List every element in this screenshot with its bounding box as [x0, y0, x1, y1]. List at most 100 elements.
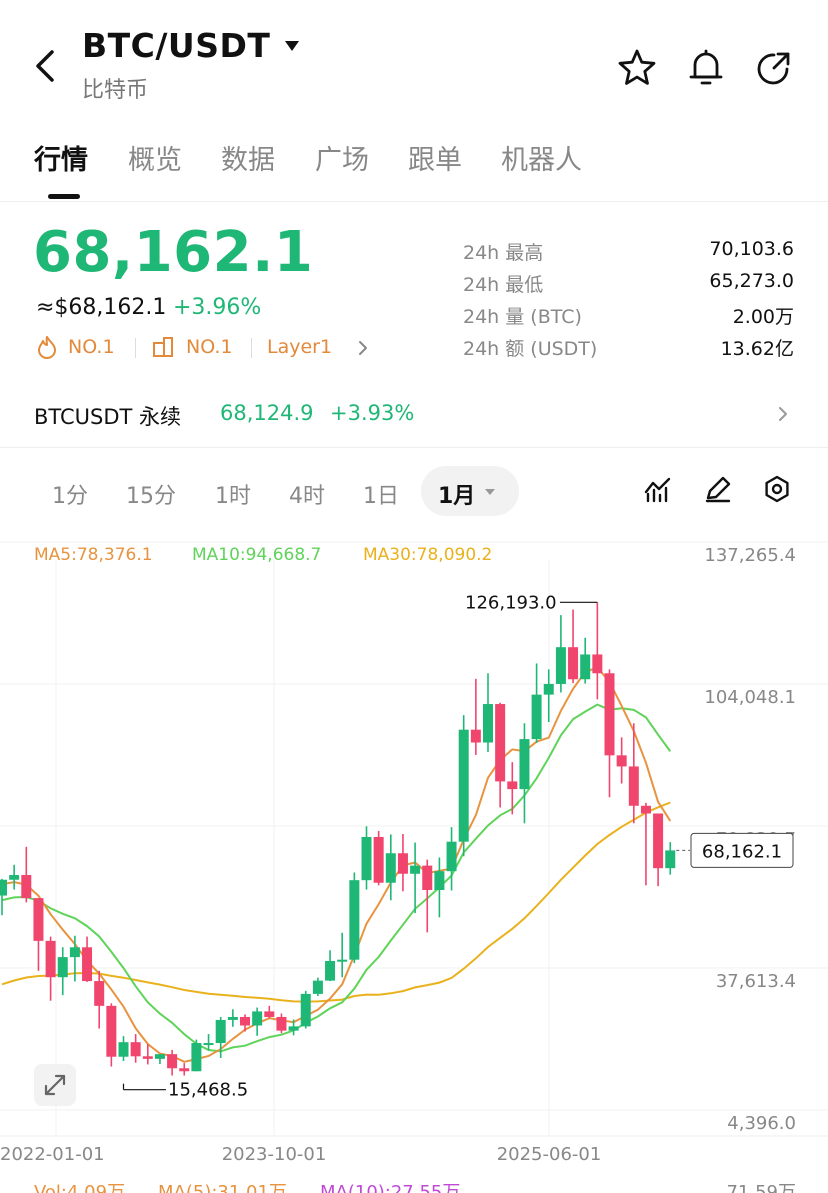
last-price-box: [690, 832, 794, 868]
candle-down: [45, 940, 56, 978]
expand-icon: [44, 1074, 66, 1096]
stat-volume-label: 24h 量 (BTC): [463, 306, 582, 328]
candle-up: [118, 1042, 129, 1057]
ma10-legend: MA10:94,668.7: [192, 545, 322, 565]
ma10-line: [1, 703, 672, 1053]
tag-separator: [251, 338, 252, 358]
candle-down: [106, 1005, 117, 1057]
candle-down: [628, 766, 639, 806]
candle-down: [276, 1016, 287, 1031]
timeframe-15m[interactable]: 15分: [126, 484, 176, 509]
chevron-right-icon[interactable]: [356, 338, 370, 358]
chevron-right-icon[interactable]: [776, 404, 790, 424]
y-tick-label: 104,048.1: [704, 687, 796, 708]
timeframe-4h[interactable]: 4时: [289, 484, 325, 509]
candle-up: [69, 947, 80, 958]
section-divider: [0, 447, 828, 448]
candle-up: [191, 1043, 202, 1072]
tag-rank-hot[interactable]: NO.1: [68, 336, 115, 358]
candle-down: [264, 1011, 275, 1017]
stat-high-label: 24h 最高: [463, 242, 544, 264]
volume-ma10-legend: MA(10):27.55万: [320, 1182, 460, 1193]
stat-high-value: 70,103.6: [709, 238, 794, 260]
candle-up: [410, 865, 421, 874]
candle-up: [325, 960, 336, 981]
candle-down: [94, 981, 105, 1006]
timeframe-1m[interactable]: 1分: [52, 484, 88, 509]
last-price-tag: 68,162.1: [702, 841, 782, 862]
candle-down: [33, 898, 44, 941]
candle-down: [130, 1042, 141, 1057]
candle-down: [167, 1054, 178, 1069]
back-arrow-icon[interactable]: [28, 46, 64, 86]
candlestick-chart[interactable]: 137,265.4104,048.170,830.737,613.44,396.…: [0, 530, 828, 1193]
candle-down: [592, 654, 603, 674]
active-tab-indicator: [48, 194, 80, 199]
stat-volume-value: 2.00万: [732, 306, 794, 328]
timeframe-1h[interactable]: 1时: [215, 484, 251, 509]
candle-down: [604, 673, 615, 756]
perpetual-price: 68,124.9: [220, 401, 314, 425]
high-price-label: 126,193.0: [465, 592, 557, 613]
x-tick-label: 2022-01-01: [0, 1144, 105, 1165]
tab-bots[interactable]: 机器人: [501, 145, 582, 176]
candle-up: [312, 980, 323, 994]
star-icon[interactable]: [617, 48, 657, 88]
ma5-line: [1, 666, 672, 1063]
tag-rank-cap[interactable]: NO.1: [186, 336, 233, 358]
candle-up: [288, 1026, 299, 1031]
candle-up: [434, 871, 445, 891]
ma30-legend: MA30:78,090.2: [363, 545, 493, 565]
candle-down: [495, 704, 506, 782]
candle-up: [385, 853, 396, 883]
usd-price: ≈$68,162.1: [36, 295, 167, 320]
ma5-legend: MA5:78,376.1: [34, 545, 153, 565]
x-tick-label: 2025-06-01: [497, 1144, 602, 1165]
candle-down: [179, 1068, 190, 1072]
bell-icon[interactable]: [686, 48, 726, 88]
draw-pen-icon[interactable]: [703, 474, 733, 504]
candle-up: [361, 836, 372, 881]
timeframe-1d[interactable]: 1日: [363, 484, 399, 509]
candle-up: [252, 1011, 263, 1026]
share-icon[interactable]: [754, 48, 794, 88]
chevron-down-icon[interactable]: [284, 40, 300, 52]
settings-hex-icon[interactable]: [762, 474, 792, 504]
tag-category[interactable]: Layer1: [267, 336, 333, 358]
candle-up: [215, 1019, 226, 1044]
stat-turnover-value: 13.62亿: [720, 338, 794, 360]
tab-overview[interactable]: 概览: [128, 145, 182, 176]
tab-data[interactable]: 数据: [221, 145, 275, 176]
pair-subtitle: 比特币: [82, 78, 149, 103]
stat-low-value: 65,273.0: [709, 270, 794, 292]
candle-down: [616, 755, 627, 767]
tab-market[interactable]: 行情: [34, 145, 88, 176]
x-tick-label: 2023-10-01: [222, 1144, 327, 1165]
candle-up: [337, 959, 348, 962]
timeframe-1mo[interactable]: 1月: [438, 484, 476, 509]
tab-square[interactable]: 广场: [315, 145, 369, 176]
tabs-divider: [0, 201, 828, 202]
candle-up: [227, 1016, 238, 1020]
candle-up: [580, 654, 591, 680]
tab-copy-trading[interactable]: 跟单: [408, 145, 462, 176]
candle-up: [665, 850, 676, 869]
low-price-label: 15,468.5: [168, 1080, 248, 1101]
candle-up: [519, 739, 530, 790]
timeframe-active-pill[interactable]: [421, 466, 519, 516]
volume-ma5-legend: MA(5):31.01万: [158, 1182, 287, 1193]
indicator-icon[interactable]: [643, 474, 673, 504]
chevron-down-icon[interactable]: [484, 488, 496, 496]
candle-up: [458, 729, 469, 842]
perpetual-change: +3.93%: [330, 401, 415, 425]
fullscreen-button[interactable]: [34, 1064, 76, 1106]
perpetual-name[interactable]: BTCUSDT 永续: [34, 405, 182, 429]
tag-separator: [135, 338, 136, 358]
candle-up: [531, 694, 542, 740]
stat-low-label: 24h 最低: [463, 274, 544, 296]
candle-up: [446, 841, 457, 872]
volume-axis-label: 71.59万: [726, 1182, 796, 1193]
candle-up: [154, 1054, 165, 1059]
y-tick-label: 37,613.4: [716, 971, 796, 992]
pair-title[interactable]: BTC/USDT: [82, 26, 271, 65]
